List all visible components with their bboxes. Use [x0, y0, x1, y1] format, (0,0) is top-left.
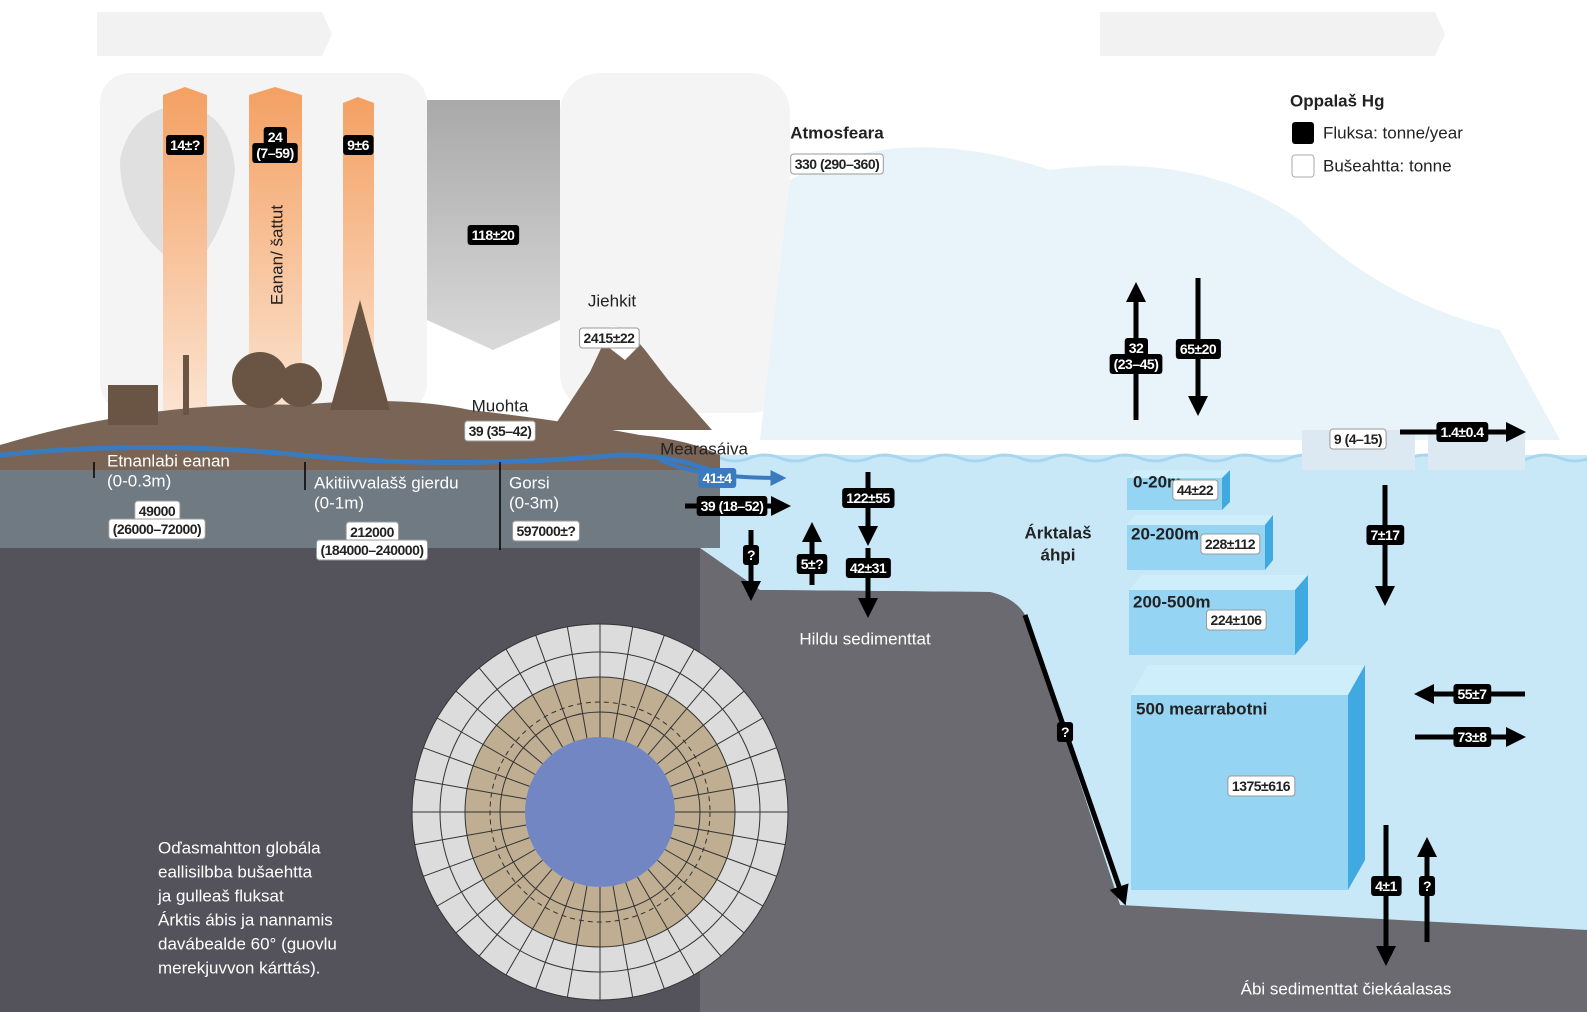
stock-box: 39 (35–42) [469, 423, 532, 439]
flux-box: 32 [1129, 340, 1144, 356]
diagram: Oppalaš Hg Fluksa: tonne/year Bušeahtta:… [0, 0, 1587, 1012]
flux-box: 55±7 [1457, 686, 1487, 702]
caption-line: eallisilbba bušaehtta [158, 863, 313, 882]
shape [525, 737, 675, 887]
flux-box: 65±20 [1180, 341, 1217, 357]
stock-box: 1375±616 [1232, 778, 1291, 794]
legend-title: Oppalaš Hg [1290, 92, 1384, 111]
soil-depth: (0-3m) [509, 494, 559, 513]
stock-box: (184000–240000) [320, 542, 423, 558]
flux-box: 1.4±0.4 [1440, 424, 1484, 440]
flux-box: 9±6 [347, 137, 369, 153]
shelf-label: Hildu sedimenttat [799, 630, 931, 649]
flux-box: 39 (18–52) [701, 498, 764, 514]
shape [1129, 575, 1308, 590]
shape [1100, 12, 1445, 56]
shape [97, 12, 332, 56]
stock-box: 212000 [350, 524, 394, 540]
stock-box: 330 (290–360) [795, 156, 880, 172]
shape [1348, 665, 1365, 890]
page: {"legend":{"title":"Oppalaš Hg","flux":"… [0, 0, 1587, 1012]
shape [560, 73, 790, 413]
flux-box: (23–45) [1114, 356, 1159, 372]
layer-depth: 500 mearrabotni [1136, 700, 1267, 719]
stock-box: 9 (4–15) [1334, 431, 1382, 447]
flux-box: 4±1 [1375, 878, 1397, 894]
flux-box: ? [1061, 724, 1069, 740]
shape [278, 363, 322, 407]
stock-box: 49000 [139, 503, 176, 519]
glacier-label: Jiehkit [588, 292, 636, 311]
soil-label: Etnanlabi eanan [107, 452, 230, 471]
shape [108, 385, 158, 425]
soil-label: Akitiivvalašš gierdu [314, 474, 459, 493]
caption-line: merekjuvvon kárttás). [158, 959, 321, 978]
flux-box: 42±31 [850, 560, 887, 576]
stock-box: (26000–72000) [113, 521, 201, 537]
shape [1127, 515, 1273, 525]
flux-box: (7–59) [256, 145, 293, 161]
layer-depth: 200-500m [1133, 593, 1211, 612]
emission-label: Eanan/ šattut [268, 205, 287, 305]
caption-line: Árktis ábis ja nannamis [158, 911, 333, 930]
ocean-label: Árktalaš [1024, 524, 1091, 543]
ocean-label: áhpi [1041, 546, 1076, 565]
stock-box: 44±22 [1177, 482, 1214, 498]
flux-box: 118±20 [472, 227, 516, 243]
flux-box: 41±4 [702, 470, 732, 486]
atmosphere-label: Atmosfeara [790, 124, 884, 143]
caption-line: Oďasmahtton globála [158, 839, 321, 858]
flux-box: ? [1423, 878, 1431, 894]
arctic-map [412, 624, 788, 1000]
shape [183, 355, 189, 415]
flux-box: ? [747, 547, 755, 563]
deep-sediment-label: Ábi sedimenttat čiekáalasas [1241, 980, 1452, 999]
snow-label: Muohta [472, 397, 529, 416]
river-label: Mearasáiva [660, 440, 748, 459]
shape [1131, 665, 1365, 695]
legend-stock: Bušeahtta: tonne [1323, 157, 1452, 176]
layer-depth: 20-200m [1131, 525, 1199, 544]
legend-flux-swatch [1292, 122, 1314, 144]
soil-label: Gorsi [509, 474, 550, 493]
soil-depth: (0-0.3m) [107, 472, 171, 491]
legend-stock-swatch [1292, 155, 1314, 177]
stock-box: 228±112 [1205, 536, 1256, 552]
flux-box: 5±? [801, 556, 824, 572]
stock-box: 597000±? [517, 523, 576, 539]
flux-box: 14±? [170, 137, 200, 153]
stock-box: 224±106 [1211, 612, 1263, 628]
flux-box: 7±17 [1370, 527, 1400, 543]
legend-flux: Fluksa: tonne/year [1323, 124, 1463, 143]
body: Oppalaš Hg Fluksa: tonne/year Bušeahtta:… [0, 0, 1587, 1012]
flux-box: 73±8 [1457, 729, 1487, 745]
flux-box: 122±55 [846, 490, 890, 506]
flux-box: 24 [268, 129, 283, 145]
caption-line: davábealde 60° (guovlu [158, 935, 337, 954]
soil-depth: (0-1m) [314, 494, 364, 513]
stock-box: 2415±22 [584, 330, 636, 346]
caption-line: ja gulleaš fluksat [157, 887, 284, 906]
